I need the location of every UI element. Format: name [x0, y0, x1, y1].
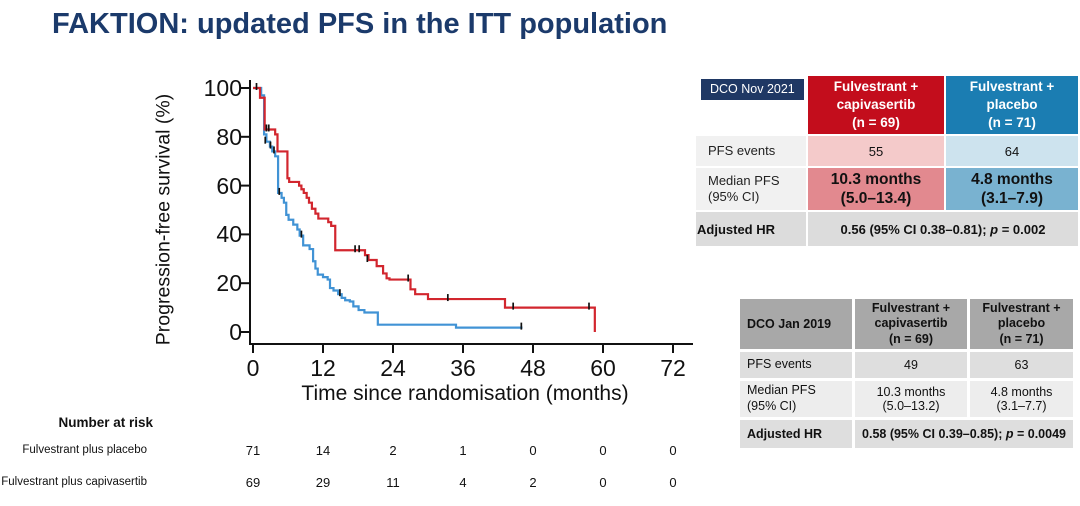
y-tick-label: 80: [216, 124, 242, 150]
hr-p-italic-2021: p: [990, 221, 999, 237]
x-tick-label: 60: [590, 355, 616, 381]
y-tick-label: 100: [203, 75, 242, 101]
median-pfs-capivasertib-2021: 10.3 months (5.0–13.4): [808, 168, 944, 210]
hr-p-value-2021: = 0.002: [998, 221, 1046, 237]
adjusted-hr-label-2019: Adjusted HR: [740, 420, 852, 448]
x-tick-label: 12: [310, 355, 336, 381]
x-axis-label: Time since randomisation (months): [301, 382, 629, 405]
hr-p-italic-2019: p: [1005, 427, 1014, 441]
y-tick-label: 0: [229, 319, 242, 345]
y-tick-label: 20: [216, 270, 242, 296]
dco-2021-badge: DCO Nov 2021: [701, 79, 804, 100]
y-tick-label: 40: [216, 221, 242, 247]
pfs-events-capivasertib-2019: 49: [855, 352, 967, 378]
hr-text-2019: 0.58 (95% CI 0.39–0.85);: [862, 427, 1006, 441]
risk-count: 69: [245, 475, 261, 490]
dco-2019-cell: DCO Jan 2019: [740, 299, 852, 349]
risk-count: 0: [529, 443, 537, 458]
km-curve: [253, 86, 596, 332]
table-dco-nov-2021: DCO Nov 2021 Fulvestrant + capivasertib …: [694, 74, 1080, 248]
risk-count: 29: [315, 475, 331, 490]
risk-count: 0: [599, 475, 607, 490]
y-axis-label: Progression-free survival (%): [152, 93, 175, 346]
x-tick-label: 24: [380, 355, 406, 381]
header-capivasertib-2019: Fulvestrant + capivasertib (n = 69): [855, 299, 967, 349]
x-tick-label: 48: [520, 355, 546, 381]
hr-text-2021: 0.56 (95% CI 0.38–0.81);: [840, 221, 991, 237]
header-placebo-2019: Fulvestrant + placebo (n = 71): [970, 299, 1073, 349]
median-pfs-placebo-2019: 4.8 months (3.1–7.7): [970, 381, 1073, 417]
header-capivasertib-2021: Fulvestrant + capivasertib (n = 69): [808, 76, 944, 134]
km-curve: [253, 86, 523, 329]
risk-count: 71: [245, 443, 261, 458]
median-pfs-placebo-2021: 4.8 months (3.1–7.9): [946, 168, 1078, 210]
x-tick-label: 72: [660, 355, 686, 381]
risk-count: 4: [459, 475, 467, 490]
risk-count: 2: [529, 475, 537, 490]
median-pfs-capivasertib-2019: 10.3 months (5.0–13.2): [855, 381, 967, 417]
median-pfs-label-2021: Median PFS (95% CI): [696, 168, 806, 210]
risk-row-label-capivasertib: Fulvestrant plus capivasertib: [1, 476, 147, 488]
risk-count: 2: [389, 443, 397, 458]
header-placebo-2021: Fulvestrant + placebo (n = 71): [946, 76, 1078, 134]
number-at-risk-heading: Number at risk: [58, 415, 153, 430]
hr-p-value-2019: = 0.0049: [1013, 427, 1066, 441]
table-dco-jan-2019: DCO Jan 2019 Fulvestrant + capivasertib …: [737, 296, 1076, 451]
pfs-events-capivasertib-2021: 55: [808, 136, 944, 166]
pfs-events-placebo-2021: 64: [946, 136, 1078, 166]
risk-count: 0: [669, 475, 677, 490]
pfs-events-label-2021: PFS events: [696, 136, 806, 166]
risk-count: 11: [386, 475, 400, 490]
risk-count: 14: [315, 443, 331, 458]
adjusted-hr-label-2021: Adjusted HR: [696, 212, 806, 246]
risk-count: 0: [599, 443, 607, 458]
dco-2021-cell: DCO Nov 2021: [696, 76, 806, 134]
page-title: FAKTION: updated PFS in the ITT populati…: [52, 8, 668, 40]
median-pfs-label-2019: Median PFS (95% CI): [740, 381, 852, 417]
risk-count: 0: [669, 443, 677, 458]
x-tick-label: 0: [246, 355, 260, 381]
pfs-events-placebo-2019: 63: [970, 352, 1073, 378]
adjusted-hr-value-2021: 0.56 (95% CI 0.38–0.81); p = 0.002: [808, 212, 1078, 246]
adjusted-hr-value-2019: 0.58 (95% CI 0.39–0.85); p = 0.0049: [855, 420, 1073, 448]
y-tick-label: 60: [216, 173, 242, 199]
x-tick-label: 36: [450, 355, 476, 381]
pfs-events-label-2019: PFS events: [740, 352, 852, 378]
risk-row-label-placebo: Fulvestrant plus placebo: [22, 444, 147, 456]
risk-count: 1: [459, 443, 467, 458]
